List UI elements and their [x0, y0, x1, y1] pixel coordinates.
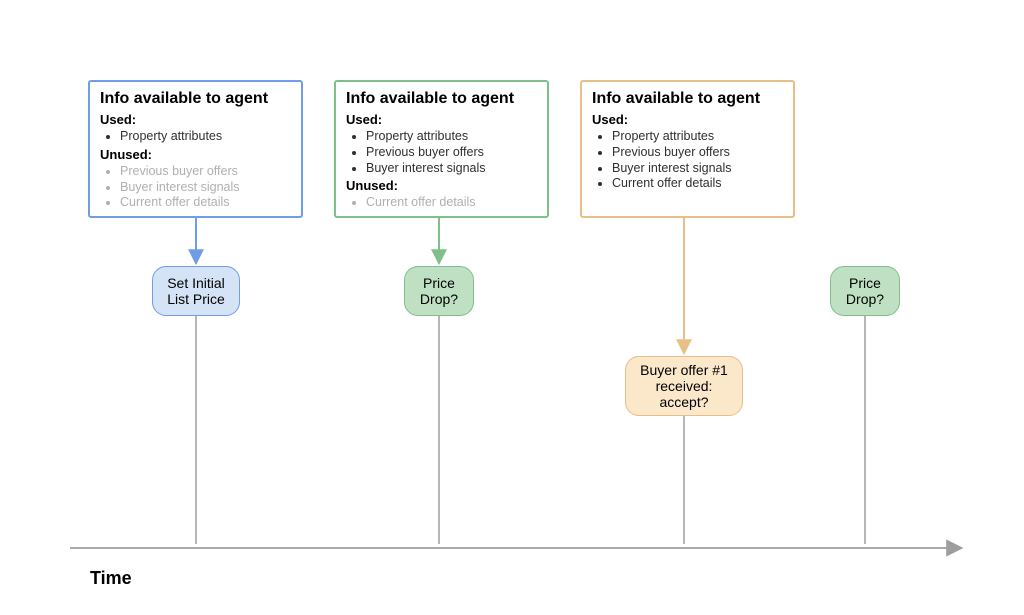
- list-item: Previous buyer offers: [120, 164, 291, 180]
- list-item: Property attributes: [612, 129, 783, 145]
- list-item: Previous buyer offers: [612, 145, 783, 161]
- info-box-list-price: Info available to agent Used: Property a…: [88, 80, 303, 218]
- unused-list: Previous buyer offersBuyer interest sign…: [100, 164, 291, 211]
- used-label: Used:: [346, 112, 537, 127]
- list-item: Current offer details: [366, 195, 537, 211]
- used-label: Used:: [592, 112, 783, 127]
- list-item: Buyer interest signals: [366, 161, 537, 177]
- node-label: Price Drop?: [413, 275, 465, 307]
- node-price-drop-1: Price Drop?: [404, 266, 474, 316]
- node-label: Set Initial List Price: [161, 275, 231, 307]
- info-box-price-drop: Info available to agent Used: Property a…: [334, 80, 549, 218]
- list-item: Buyer interest signals: [120, 180, 291, 196]
- diagram-canvas: Info available to agent Used: Property a…: [0, 0, 1024, 615]
- node-price-drop-2: Price Drop?: [830, 266, 900, 316]
- unused-label: Unused:: [346, 178, 537, 193]
- unused-list: Current offer details: [346, 195, 537, 211]
- used-list: Property attributesPrevious buyer offers…: [592, 129, 783, 192]
- info-box-buyer-offer: Info available to agent Used: Property a…: [580, 80, 795, 218]
- list-item: Property attributes: [120, 129, 291, 145]
- node-buyer-offer-1: Buyer offer #1 received: accept?: [625, 356, 743, 416]
- used-list: Property attributesPrevious buyer offers…: [346, 129, 537, 176]
- list-item: Buyer interest signals: [612, 161, 783, 177]
- unused-label: Unused:: [100, 147, 291, 162]
- list-item: Current offer details: [612, 176, 783, 192]
- list-item: Current offer details: [120, 195, 291, 211]
- info-box-title: Info available to agent: [100, 90, 291, 108]
- used-label: Used:: [100, 112, 291, 127]
- timeline-label: Time: [90, 568, 132, 589]
- used-list: Property attributes: [100, 129, 291, 145]
- info-box-title: Info available to agent: [592, 90, 783, 108]
- node-set-initial-list-price: Set Initial List Price: [152, 266, 240, 316]
- list-item: Property attributes: [366, 129, 537, 145]
- node-label: Buyer offer #1 received: accept?: [634, 362, 734, 410]
- info-box-title: Info available to agent: [346, 90, 537, 108]
- node-label: Price Drop?: [839, 275, 891, 307]
- list-item: Previous buyer offers: [366, 145, 537, 161]
